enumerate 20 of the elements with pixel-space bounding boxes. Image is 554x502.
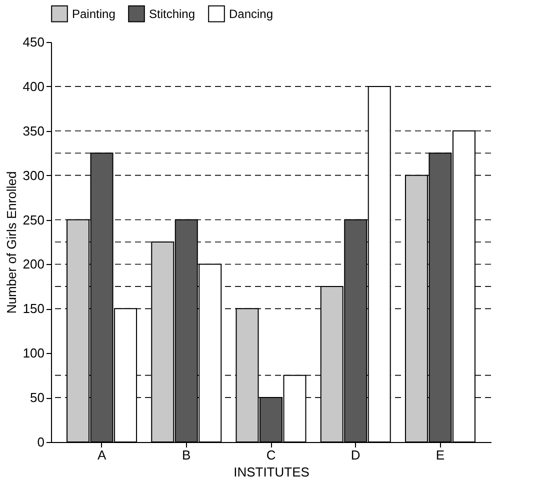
y-tick-label: 0 — [37, 434, 44, 450]
y-tick-label: 50 — [30, 390, 44, 406]
y-tick-label: 350 — [22, 123, 44, 138]
y-tick-label: 150 — [22, 301, 44, 316]
x-tick-label: B — [182, 448, 191, 462]
y-axis-title: Number of Girls Enrolled — [4, 171, 19, 314]
y-tick-label: 300 — [22, 168, 44, 183]
x-tick-label: E — [436, 448, 445, 462]
legend-label: Dancing — [229, 6, 274, 21]
y-tick-label: 200 — [22, 256, 44, 272]
x-tick-label: D — [350, 448, 360, 462]
x-axis-title: INSTITUTES — [234, 464, 310, 480]
x-tick-label: C — [266, 448, 276, 462]
x-tick-label: A — [97, 448, 106, 462]
y-tick-label: 400 — [22, 78, 44, 94]
y-tick-label: 250 — [22, 212, 44, 228]
y-tick-label: 450 — [22, 34, 44, 50]
y-tick-label: 100 — [22, 346, 44, 361]
legend-label: Stitching — [149, 6, 196, 21]
legend-label: Painting — [72, 6, 116, 21]
